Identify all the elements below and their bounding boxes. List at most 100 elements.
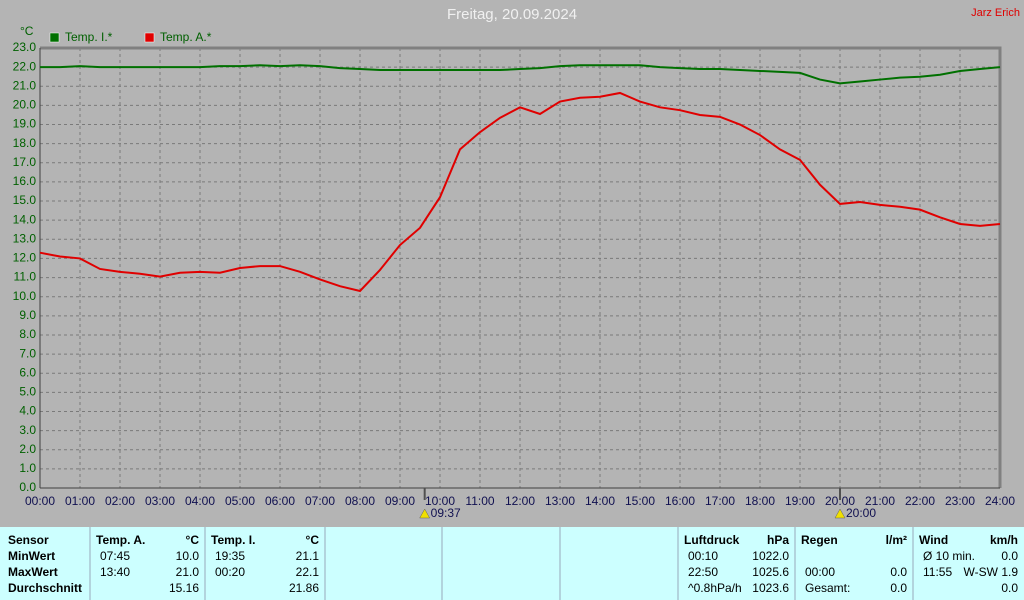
x-tick-label: 04:00 [185, 494, 215, 508]
x-tick-label: 17:00 [705, 494, 735, 508]
cell-value: 21.0 [176, 565, 200, 579]
row-label: Durchschnitt [8, 581, 82, 595]
x-tick-label: 23:00 [945, 494, 975, 508]
x-tick-label: 18:00 [745, 494, 775, 508]
y-tick-label: 15.0 [13, 193, 37, 207]
y-tick-label: 21.0 [13, 78, 37, 92]
cell-label: 19:35 [215, 549, 245, 563]
cell-label: 07:45 [100, 549, 130, 563]
sun-icon [834, 508, 846, 519]
x-tick-label: 21:00 [865, 494, 895, 508]
cell-value: W-SW 1.9 [964, 565, 1019, 579]
y-tick-label: 3.0 [19, 423, 36, 437]
cell-label: 00:00 [805, 565, 835, 579]
legend-label: Temp. A.* [160, 30, 212, 44]
y-tick-label: 23.0 [13, 40, 37, 54]
cell-value: 21.1 [296, 549, 320, 563]
cell-label: 13:40 [100, 565, 130, 579]
block-unit: hPa [767, 533, 789, 547]
cell-value: 1025.6 [752, 565, 789, 579]
y-tick-label: 4.0 [19, 404, 36, 418]
cell-label: 22:50 [688, 565, 718, 579]
cell-value: 1022.0 [752, 549, 789, 563]
cell-value: 22.1 [296, 565, 320, 579]
x-tick-label: 00:00 [25, 494, 55, 508]
cell-value: 0.0 [1001, 581, 1018, 595]
author: Jarz Erich [971, 7, 1020, 19]
cell-value: 1023.6 [752, 581, 789, 595]
x-tick-label: 15:00 [625, 494, 655, 508]
cell-label: ^0.8hPa/h [688, 581, 742, 595]
y-tick-label: 16.0 [13, 174, 37, 188]
cell-label: Ø 10 min. [923, 549, 975, 563]
x-tick-label: 09:00 [385, 494, 415, 508]
y-tick-label: 11.0 [14, 270, 37, 284]
x-tick-label: 01:00 [65, 494, 95, 508]
x-tick-label: 05:00 [225, 494, 255, 508]
cell-label: 11:55 [923, 565, 952, 579]
cell-value: 0.0 [890, 581, 907, 595]
block-header: Wind [919, 533, 948, 547]
block-header: Temp. A. [96, 533, 145, 547]
x-tick-label: 14:00 [585, 494, 615, 508]
y-tick-label: 18.0 [13, 136, 37, 150]
block-unit: km/h [990, 533, 1018, 547]
block-header: Regen [801, 533, 838, 547]
x-tick-label: 02:00 [105, 494, 135, 508]
x-tick-label: 13:00 [545, 494, 575, 508]
y-tick-label: 7.0 [19, 346, 36, 360]
annotation-label: 20:00 [846, 506, 876, 520]
cell-label: Gesamt: [805, 581, 850, 595]
cell-value: 10.0 [176, 549, 200, 563]
y-axis-label: °C [20, 24, 34, 38]
x-tick-label: 24:00 [985, 494, 1015, 508]
block-unit: °C [306, 533, 320, 547]
legend-label: Temp. I.* [65, 30, 113, 44]
plot-frame [40, 46, 1002, 488]
x-tick-label: 08:00 [345, 494, 375, 508]
cell-value: 15.16 [169, 581, 199, 595]
y-tick-label: 12.0 [13, 251, 37, 265]
row-label: MinWert [8, 549, 55, 563]
stats-panel [0, 527, 1024, 600]
x-tick-label: 07:00 [305, 494, 335, 508]
sun-icon [419, 508, 431, 519]
y-tick-label: 1.0 [19, 461, 36, 475]
annotation-label: 09:37 [431, 506, 461, 520]
x-tick-label: 16:00 [665, 494, 695, 508]
x-tick-label: 03:00 [145, 494, 175, 508]
y-tick-label: 20.0 [13, 98, 37, 112]
cell-label: 00:20 [215, 565, 245, 579]
block-unit: l/m² [886, 533, 907, 547]
block-header: Luftdruck [684, 533, 740, 547]
y-tick-label: 22.0 [13, 59, 37, 73]
x-tick-label: 11:00 [465, 494, 494, 508]
y-tick-label: 0.0 [19, 480, 36, 494]
cell-value: 0.0 [1001, 549, 1018, 563]
y-tick-label: 19.0 [13, 117, 37, 131]
x-tick-label: 12:00 [505, 494, 535, 508]
legend-swatch [49, 32, 60, 43]
y-tick-label: 6.0 [19, 365, 36, 379]
cell-label: 00:10 [688, 549, 718, 563]
x-tick-label: 22:00 [905, 494, 935, 508]
cell-value: 0.0 [890, 565, 907, 579]
x-tick-label: 19:00 [785, 494, 815, 508]
y-tick-label: 10.0 [13, 289, 37, 303]
table-header hdr: Sensor [8, 533, 49, 547]
y-tick-label: 14.0 [13, 212, 37, 226]
line-series [39, 91, 1001, 293]
row-label: MaxWert [8, 565, 58, 579]
y-tick-label: 9.0 [19, 308, 36, 322]
legend-swatch [144, 32, 155, 43]
y-tick-label: 5.0 [19, 385, 36, 399]
y-tick-label: 17.0 [13, 155, 37, 169]
block-unit: °C [186, 533, 200, 547]
line-series [40, 64, 1001, 85]
x-tick-label: 10:00 [425, 494, 455, 508]
block-header: Temp. I. [211, 533, 255, 547]
x-tick-label: 20:00 [825, 494, 855, 508]
x-tick-label: 06:00 [265, 494, 295, 508]
